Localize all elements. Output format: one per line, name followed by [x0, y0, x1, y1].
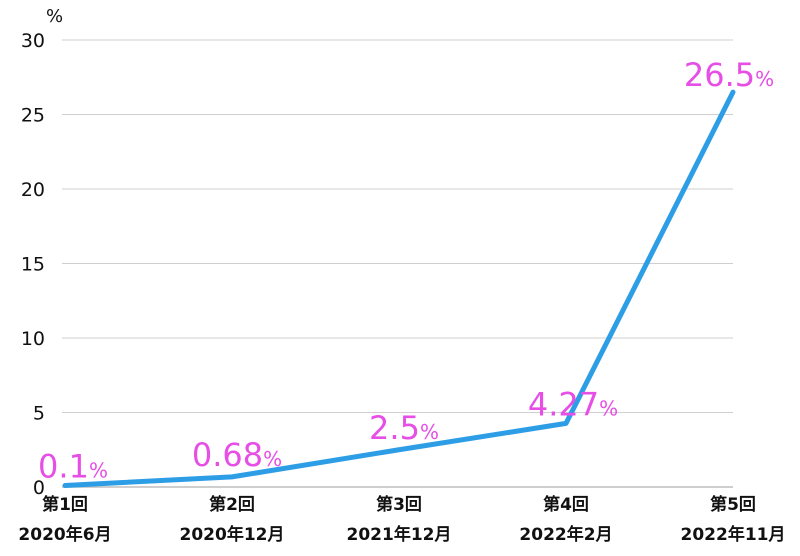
data-label-unit-2: %: [263, 447, 282, 471]
y-tick-label-10: 10: [21, 328, 45, 350]
data-label-unit-1: %: [89, 459, 108, 483]
data-label-2: 0.68%: [192, 436, 282, 474]
data-label-unit-3: %: [420, 420, 439, 444]
x-category-label-2-round: 第2回: [209, 494, 255, 515]
data-label-unit-5: %: [755, 67, 774, 91]
y-tick-label-5: 5: [33, 403, 45, 425]
x-category-label-5-round: 第5回: [710, 494, 756, 515]
data-label-4: 4.27%: [528, 385, 618, 423]
data-label-5: 26.5%: [684, 56, 774, 94]
series-line: [62, 89, 736, 489]
data-labels: 0.1% 0.68%2.5%4.27%26.5%: [38, 56, 774, 485]
y-tick-label-20: 20: [21, 179, 45, 201]
data-label-value-4: 4.27: [528, 385, 599, 423]
y-axis-ticks: 0 5 10 15 20 25 30: [21, 30, 45, 499]
data-label-value-1: 0.1: [38, 448, 89, 486]
x-category-label-4-date: 2022年2月: [519, 524, 612, 545]
data-label-value-5: 26.5: [684, 56, 755, 94]
y-tick-label-15: 15: [21, 254, 45, 276]
y-axis-unit-label: %: [46, 6, 63, 27]
x-axis-categories: 第1回 2020年6月 第2回 2020年12月 第3回 2021年12月 第4回 2022年…: [18, 494, 785, 545]
y-tick-label-30: 30: [21, 30, 45, 52]
x-category-label-1-round: 第1回: [42, 494, 88, 515]
x-category-label-2-date: 2020年12月: [180, 524, 285, 545]
x-category-label-4-round: 第4回: [543, 494, 589, 515]
data-label-1: 0.1%: [38, 448, 108, 486]
data-label-value-2: 0.68: [192, 436, 263, 474]
x-category-label-1-date: 2020年6月: [18, 524, 111, 545]
grid-lines: [62, 39, 733, 488]
y-tick-label-25: 25: [21, 105, 45, 127]
series-group: [62, 89, 736, 489]
x-category-label-3-round: 第3回: [376, 494, 422, 515]
data-label-unit-4: %: [599, 396, 618, 420]
x-category-label-5-date: 2022年11月: [681, 524, 786, 545]
y-tick-label-0: 0: [33, 477, 45, 499]
data-label-3: 2.5%: [369, 409, 439, 447]
x-category-label-3-date: 2021年12月: [347, 524, 452, 545]
data-label-value-3: 2.5: [369, 409, 420, 447]
